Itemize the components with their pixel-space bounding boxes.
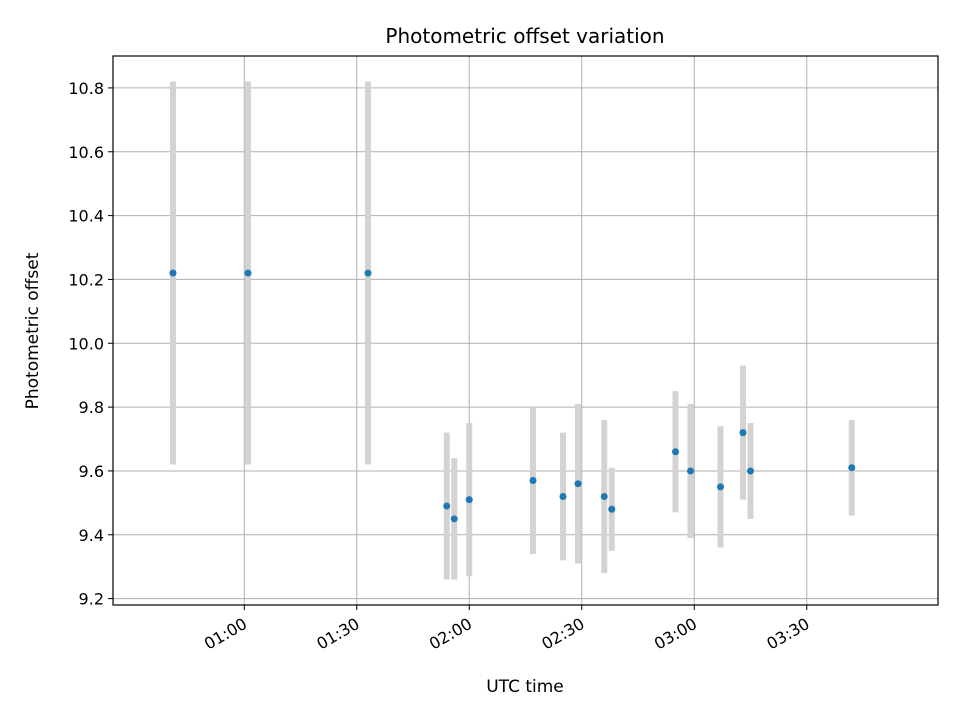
x-tick-label: 01:00 — [201, 614, 250, 654]
data-point — [739, 429, 747, 437]
y-tick-label: 10.0 — [68, 334, 104, 353]
y-axis-label: Photometric offset — [23, 252, 43, 409]
data-point — [608, 505, 616, 513]
x-tick-label: 03:00 — [651, 614, 700, 654]
data-point — [747, 467, 754, 475]
y-tick-label: 10.6 — [68, 143, 104, 162]
data-point — [364, 269, 372, 277]
data-point — [848, 464, 856, 472]
y-tick-label: 9.2 — [79, 590, 104, 609]
grid-lines — [113, 56, 938, 605]
chart-title: Photometric offset variation — [385, 24, 664, 48]
x-tick-label: 02:00 — [426, 614, 475, 654]
data-point — [465, 496, 473, 504]
x-tick-label: 02:30 — [538, 614, 587, 654]
y-axis-ticks: 9.2 9.4 9.6 9.8 10.0 10.2 10.4 10.6 10.8 — [68, 79, 113, 609]
y-tick-label: 9.4 — [79, 526, 104, 545]
x-axis-label: UTC time — [486, 677, 564, 697]
data-point — [443, 502, 451, 510]
data-point — [574, 480, 582, 488]
error-bars — [170, 81, 855, 580]
y-tick-label: 9.8 — [79, 398, 104, 417]
y-tick-label: 10.4 — [68, 207, 104, 226]
data-point — [169, 269, 177, 277]
y-tick-label: 10.2 — [68, 270, 104, 289]
data-point — [244, 269, 252, 277]
data-point — [717, 483, 724, 491]
data-point — [687, 467, 694, 475]
y-tick-label: 9.6 — [79, 462, 104, 481]
x-tick-label: 01:30 — [313, 614, 362, 654]
data-point — [559, 492, 567, 500]
data-point — [600, 492, 608, 500]
data-points — [169, 269, 856, 523]
data-point — [450, 515, 458, 523]
x-axis-ticks: 01:00 01:30 02:00 02:30 03:00 03:30 — [201, 605, 813, 654]
plot-frame — [112, 55, 939, 606]
data-point — [529, 477, 537, 485]
data-point — [672, 448, 679, 456]
x-tick-label: 03:30 — [763, 614, 812, 654]
y-tick-label: 10.8 — [68, 79, 104, 98]
